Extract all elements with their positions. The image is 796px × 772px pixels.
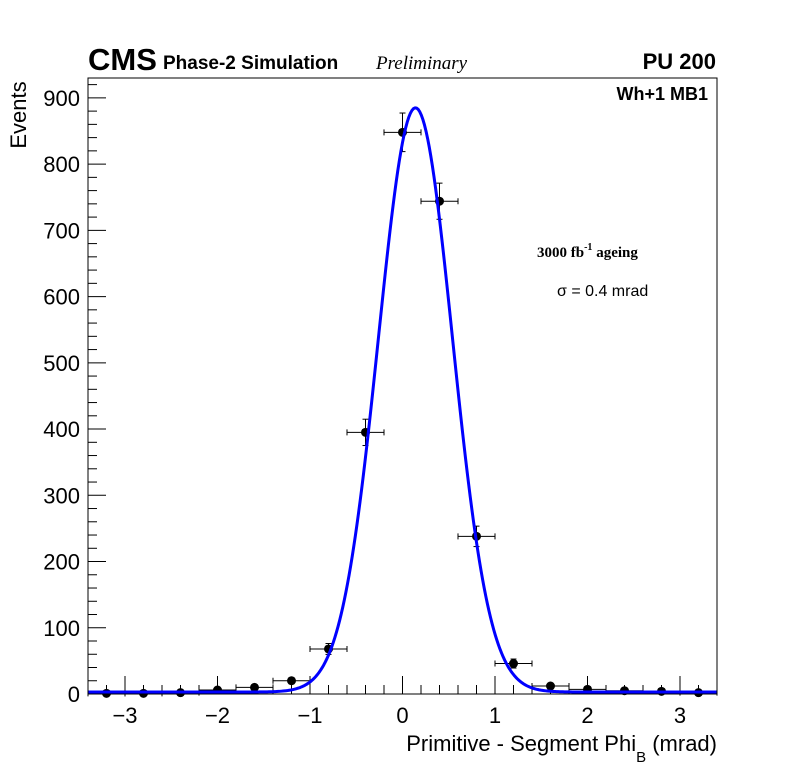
fit-curve	[88, 106, 717, 694]
data-point	[272, 676, 311, 686]
x-axis-title-main: Primitive - Segment Phi	[406, 731, 636, 756]
sigma-annotation: σ = 0.4 mrad	[557, 283, 648, 300]
sigma-value: = 0.4 mrad	[567, 283, 648, 300]
data-point	[346, 418, 385, 447]
ageing-annotation: 3000 fb-1 ageing	[537, 242, 638, 261]
x-tick-label: 3	[674, 703, 686, 728]
y-tick-label: 700	[43, 218, 80, 243]
point-marker	[250, 682, 259, 692]
x-axis-title-unit: (mrad)	[646, 731, 717, 756]
point-marker	[546, 681, 555, 691]
x-tick-label: −1	[297, 703, 322, 728]
phase2-label: Phase-2 Simulation	[163, 53, 338, 74]
data-point	[531, 681, 570, 691]
sigma-symbol: σ	[557, 283, 567, 300]
y-axis-title: Events	[6, 81, 31, 148]
x-tick-label: −3	[112, 703, 137, 728]
point-marker	[509, 659, 518, 669]
chamber-label: Wh+1 MB1	[616, 84, 708, 104]
point-marker	[287, 676, 296, 686]
y-tick-label: 400	[43, 417, 80, 442]
axis-ticks: −3 −2 −1 0 1 2 3 0 100 200 300 400 500 600 700 800 900	[43, 84, 718, 728]
preliminary-label: Preliminary	[375, 53, 468, 74]
y-tick-label: 800	[43, 152, 80, 177]
x-tick-label: 2	[581, 703, 593, 728]
x-tick-label: 1	[489, 703, 501, 728]
plot-frame	[87, 77, 718, 695]
ageing-exponent: -1	[584, 242, 592, 253]
y-tick-label: 500	[43, 351, 80, 376]
fit-curve-layer	[88, 106, 717, 694]
data-point	[494, 658, 533, 669]
y-tick-label: 100	[43, 616, 80, 641]
pileup-label: PU 200	[643, 49, 716, 74]
y-tick-label: 200	[43, 550, 80, 575]
x-axis-title: Primitive - Segment PhiB (mrad)	[406, 731, 717, 766]
ageing-value: 3000 fb	[537, 245, 584, 261]
x-tick-label: 0	[396, 703, 408, 728]
y-tick-label: 900	[43, 86, 80, 111]
x-tick-label: −2	[205, 703, 230, 728]
cms-label: CMS	[88, 42, 157, 77]
y-tick-label: 0	[68, 682, 80, 707]
x-axis-title-sub: B	[636, 749, 646, 766]
y-tick-label: 600	[43, 285, 80, 310]
data-points	[87, 112, 718, 698]
ageing-suffix: ageing	[592, 245, 638, 261]
y-tick-label: 300	[43, 483, 80, 508]
data-point	[235, 682, 274, 692]
